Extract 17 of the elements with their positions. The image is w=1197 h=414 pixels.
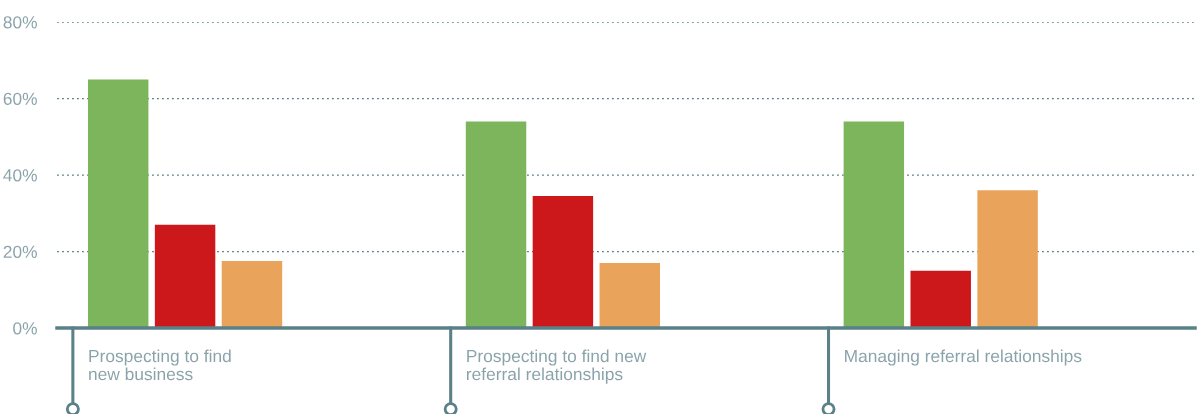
- bar: [910, 270, 971, 328]
- bar: [465, 121, 527, 328]
- y-tick-label: 20%: [3, 245, 37, 258]
- x-tick-label: Prospecting to find new business: [89, 349, 231, 381]
- y-tick-label: 40%: [3, 169, 37, 182]
- bar: [87, 79, 149, 328]
- bar: [599, 262, 660, 328]
- x-tick-label: Prospecting to find new referral relationships: [466, 349, 647, 384]
- bar: [977, 190, 1038, 328]
- bar: [532, 196, 594, 328]
- bar: [843, 121, 905, 328]
- y-tick-label: 60%: [3, 92, 37, 105]
- bar: [221, 261, 283, 328]
- bar: [154, 224, 216, 328]
- x-tick-label: Managing referral relationships: [845, 349, 1082, 366]
- y-tick-label: 80%: [3, 16, 37, 29]
- y-tick-label: 0%: [13, 322, 37, 335]
